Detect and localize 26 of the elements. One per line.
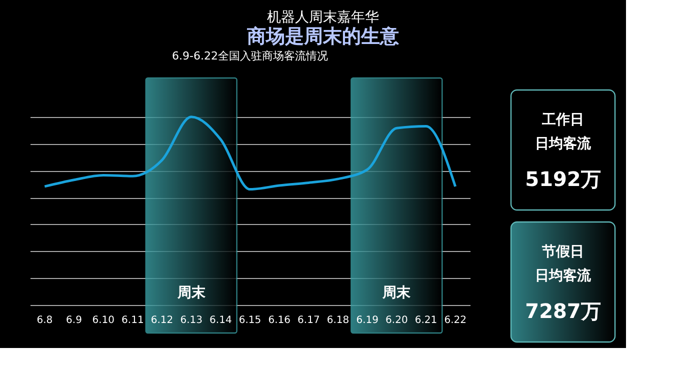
x-tick-label: 6.19 xyxy=(356,315,378,326)
text: 工作日 xyxy=(541,112,584,128)
x-tick-label: 6.9 xyxy=(66,315,82,326)
text: 节假日 xyxy=(541,244,584,260)
x-tick-label: 6.10 xyxy=(92,315,114,326)
x-tick-label: 6.17 xyxy=(298,315,320,326)
x-tick-label: 6.11 xyxy=(122,315,144,326)
x-tick-label: 6.18 xyxy=(326,315,350,326)
x-tick-label: 6.15 xyxy=(238,315,262,326)
text: 6.9-6.22全国入驻商场客流情况 xyxy=(172,49,328,62)
x-tick-label: 6.22 xyxy=(444,315,466,326)
chart-subtitle: 商场是周末的生意 xyxy=(246,25,400,48)
band-label: 周末 xyxy=(176,285,206,301)
x-tick-label: 6.13 xyxy=(180,315,202,326)
x-tick-label: 6.14 xyxy=(210,315,232,326)
text: 日均客流 xyxy=(535,135,592,152)
text: 日均客流 xyxy=(535,267,592,284)
x-tick-label: 6.20 xyxy=(386,315,408,326)
chart-title: 机器人周末嘉年华 xyxy=(266,9,379,26)
x-tick-label: 6.16 xyxy=(268,315,290,326)
band-label: 周末 xyxy=(382,285,412,301)
text: 5192万 xyxy=(525,167,601,191)
x-tick-label: 6.21 xyxy=(414,315,438,326)
x-tick-label: 6.8 xyxy=(36,315,53,326)
x-tick-label: 6.12 xyxy=(150,315,174,326)
text: 7287万 xyxy=(525,299,601,323)
